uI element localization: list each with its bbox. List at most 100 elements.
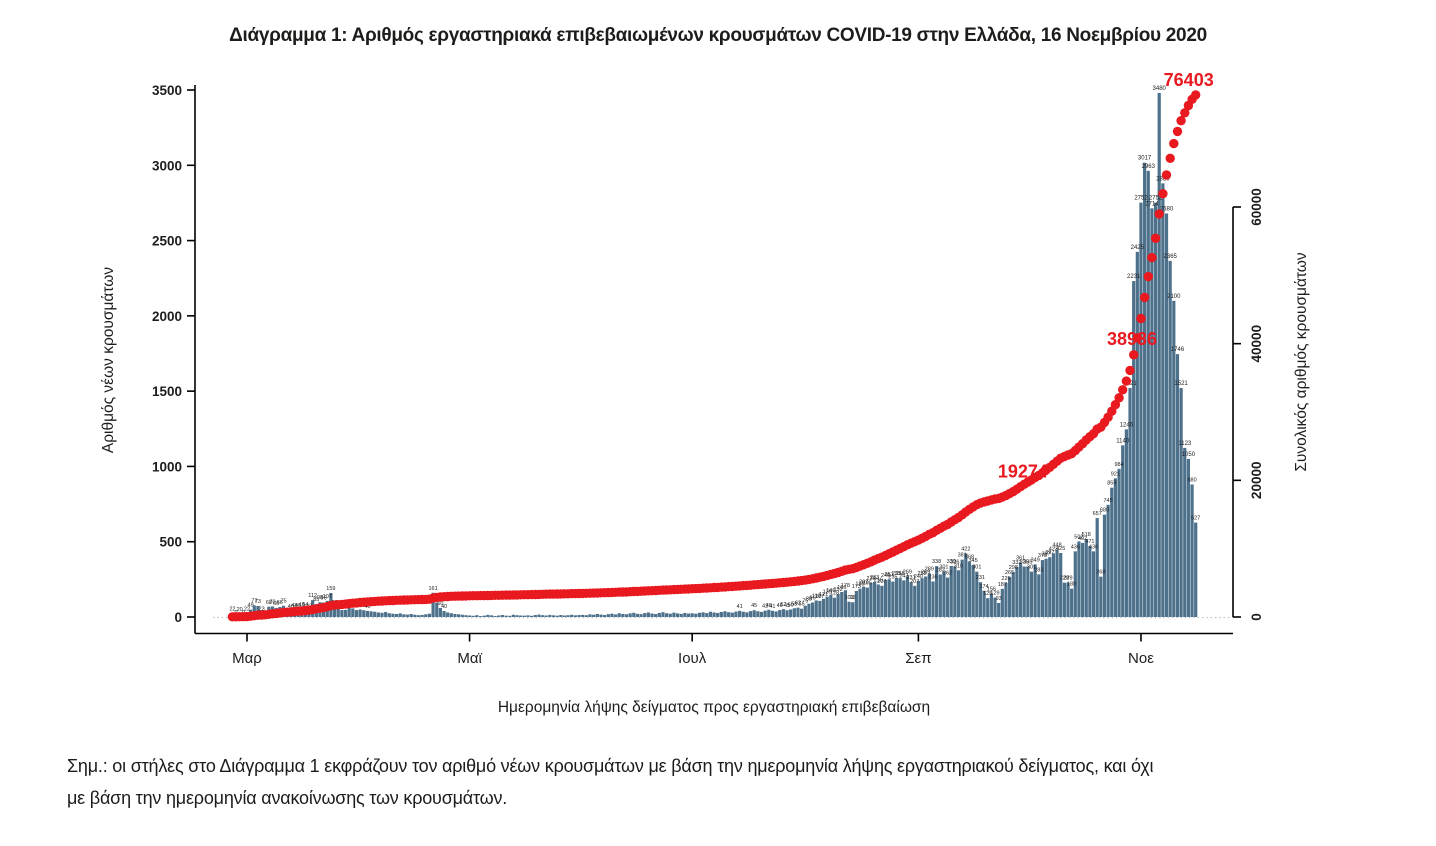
bar [1153,202,1158,617]
bar [1044,558,1048,617]
bar-value-label: 54 [302,602,308,608]
bar [956,570,961,617]
bar [975,571,979,617]
bar-value-label: 921 [1111,471,1120,477]
bar [982,590,986,617]
cumulative-series [227,90,1201,622]
bar [767,609,771,617]
bar [675,613,680,617]
bar [453,613,457,617]
bar-value-label: 229 [1063,576,1072,582]
bar [686,613,691,617]
y-axis-left-tick-label: 2500 [152,234,182,249]
bar-value-label: 202 [859,580,868,586]
bar-value-label: 368 [965,555,974,561]
bar [949,565,953,617]
bar [533,615,537,617]
bar [1124,429,1128,617]
bar-value-label: 1140 [1116,438,1130,444]
bar [405,614,410,617]
cumulative-dot [1191,90,1201,100]
bar-value-label: 178 [841,583,850,589]
footnote-line-1: Σημ.: οι στήλες στο Διάγραμμα 1 εκφράζου… [67,756,1154,776]
bar-value-label: 101 [845,595,854,601]
bar [486,614,490,617]
bar [420,614,424,617]
bar [577,615,581,617]
bar [873,581,877,617]
x-axis-tick-label: Σεπ [905,650,931,667]
bar-value-label: 174 [980,584,989,590]
bar-value-label: 859 [1107,481,1116,487]
bar [1135,251,1139,618]
bar-value-label: 45 [784,603,790,609]
bar-value-label: 251 [885,572,894,578]
bar [1011,572,1015,617]
bar [774,611,778,617]
cumulative-dot [1147,252,1157,263]
bar [511,614,515,617]
bar-value-label: 423 [1049,546,1058,552]
bar-value-label: 22 [229,607,235,613]
bar-value-label: 1521 [1174,381,1188,387]
bar [1070,588,1074,617]
y-axis-left-tick-label: 500 [159,535,182,550]
bar [869,582,873,617]
bar [905,576,910,617]
bar [1055,549,1059,617]
bar-value-label: 361 [1016,556,1025,562]
bar [606,614,610,617]
bar [373,611,377,617]
x-axis-tick-label: Ιουλ [678,650,707,667]
bar [927,573,931,617]
bar-value-label: 55 [799,602,805,608]
bar-value-label: 492 [1078,536,1087,542]
bar-value-label: 112 [308,593,317,599]
bar-value-label: 2752 [1149,196,1163,202]
bar [902,580,906,617]
y-axis-right-tick-label: 60000 [1249,188,1264,226]
bar [1132,281,1136,617]
bar [1179,387,1183,617]
bar-value-label: 332 [1012,560,1021,566]
bar [427,613,432,617]
bar [748,611,753,617]
bar-value-label: 984 [1115,462,1124,468]
bar [1183,447,1187,617]
bar [727,612,731,617]
bar [1077,541,1081,617]
bar-value-label: 269 [903,570,912,576]
cumulative-dot [1110,400,1121,410]
bar [730,612,734,617]
daily-bars [230,93,1198,618]
bar [540,615,545,617]
chart-title: Διάγραμμα 1: Αριθμός εργαστηριακά επιβεβ… [229,25,1207,46]
cumulative-dot [1129,350,1139,360]
bar [592,614,596,617]
bar [847,601,851,617]
y-axis-left-title: Αριθμός νέων κρουσμάτων [100,267,117,453]
bar [938,574,942,617]
bar [858,588,862,617]
bar-value-label: 2880 [1156,176,1170,182]
bar [1080,542,1085,617]
bar-value-label: 73 [255,599,261,605]
bar [530,615,534,617]
bar-value-label: 75 [280,599,286,605]
bar [1026,566,1030,617]
bar [489,615,494,617]
bar-value-label: 173 [852,584,861,590]
bar [821,598,826,617]
bar [559,615,563,617]
bar [1091,551,1096,617]
bar-value-label: 397 [1045,550,1054,556]
bar-value-label: 68 [266,600,272,606]
bar [1172,300,1176,617]
cumulative-dot [1143,271,1154,282]
bar-value-label: 50 [788,603,794,609]
bar-value-label: 60 [273,601,279,607]
bar [694,613,698,617]
bar [668,613,672,617]
bar [632,612,636,617]
bar [723,611,727,617]
